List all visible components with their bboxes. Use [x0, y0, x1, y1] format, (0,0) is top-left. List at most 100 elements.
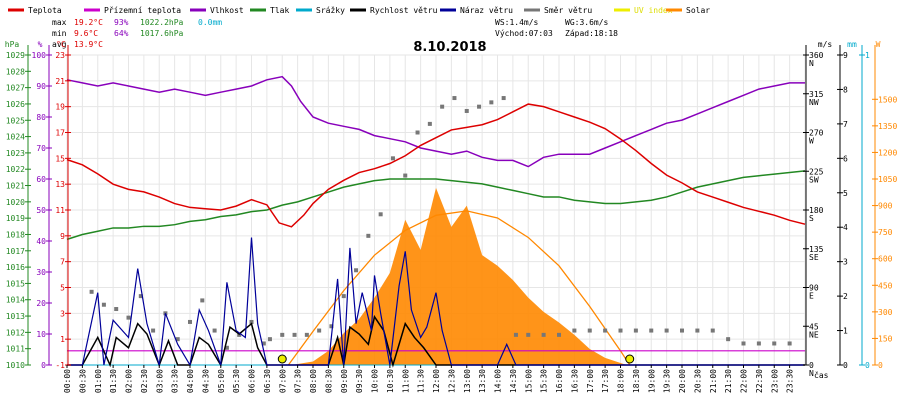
wind-direction-point [126, 315, 131, 320]
wind-direction-point [329, 324, 334, 329]
wind-direction-point [680, 328, 684, 333]
sun-marker [625, 354, 635, 364]
legend-label-prizemni-teplota: Přízemní teplota [104, 6, 181, 15]
pressure-tick-label: 1011 [6, 345, 25, 354]
stat-ws: WS:1.4m/s [495, 18, 539, 27]
temperature-axis-unit: °C [56, 40, 66, 49]
legend-label-uv-index: UV index [634, 6, 673, 15]
solar-tick-label: 1050 [878, 175, 897, 184]
direction-tick-label: 270 [809, 129, 824, 138]
wind-direction-point [649, 328, 654, 333]
solar-tick-label: 300 [878, 308, 893, 317]
temperature-tick-label: 23 [55, 51, 65, 60]
wind-tick-label: 4 [843, 223, 848, 232]
pressure-tick-label: 1020 [6, 198, 25, 207]
wind-tick-label: 5 [843, 189, 848, 198]
stat-max-hum: 93% [114, 18, 129, 27]
solar-tick-label: 450 [878, 281, 893, 290]
x-tick-label: 06:00 [248, 369, 257, 393]
x-tick-label: 09:00 [340, 369, 349, 393]
wind-direction-point [513, 332, 518, 337]
legend-label-tlak: Tlak [270, 6, 289, 15]
temperature-tick-label: 1 [60, 335, 65, 344]
solar-tick-label: 150 [878, 334, 893, 343]
x-tick-label: 01:00 [94, 369, 103, 393]
stats-block: max 19.2°C 93% 1022.2hPa 0.0mm min 9.6°C… [52, 18, 618, 49]
stat-wg: WG:3.6m/s [565, 18, 609, 27]
solar-tick-label: 1350 [878, 122, 897, 131]
wind-direction-point [317, 328, 322, 333]
pressure-tick-label: 1022 [6, 165, 25, 174]
legend: Teplota Přízemní teplota Vlhkost Tlak Srážky… [8, 6, 710, 15]
solar-area [67, 187, 805, 365]
chart-title: 8.10.2018 [413, 40, 486, 55]
stat-avg-label: avg [52, 40, 67, 49]
humidity-tick-label: 0 [41, 361, 46, 370]
stat-min-hum: 64% [114, 29, 129, 38]
stat-max-temp: 19.2°C [74, 18, 103, 27]
pressure-tick-label: 1019 [6, 214, 25, 223]
solar-tick-label: 600 [878, 255, 893, 264]
x-tick-label: 22:30 [755, 369, 764, 393]
pressure-axis-unit: hPa [5, 40, 20, 49]
x-tick-label: 21:30 [724, 369, 733, 393]
temperature-tick-label: 7 [60, 258, 65, 267]
humidity-tick-label: 60 [36, 175, 46, 184]
x-tick-label: 02:00 [125, 369, 134, 393]
solar-tick-label: 1500 [878, 95, 897, 104]
wind-direction-point [726, 337, 731, 342]
solar-tick-label: 750 [878, 228, 893, 237]
humidity-tick-label: 30 [36, 268, 46, 277]
direction-tick-label: 180 [809, 206, 824, 215]
x-tick-label: 04:30 [201, 369, 210, 393]
x-tick-label: 00:30 [78, 369, 87, 393]
wind-direction-point [464, 108, 469, 113]
humidity-axis-unit: % [38, 40, 43, 49]
wind-direction-point [541, 332, 546, 337]
x-tick-label: 04:00 [186, 369, 195, 393]
temperature-tick-label: 5 [60, 284, 65, 293]
humidity-line [66, 75, 805, 168]
wind-direction-point [292, 332, 297, 337]
wind-direction-point [366, 233, 371, 238]
wind-direction-point [212, 328, 217, 333]
wind-direction-point [603, 328, 608, 333]
stat-sunset: Západ:18:18 [565, 29, 618, 38]
pressure-tick-label: 1015 [6, 279, 25, 288]
wind-tick-label: 1 [843, 327, 848, 336]
pressure-line [66, 170, 806, 241]
wind-direction-point [101, 302, 106, 307]
direction-tick-label: 135 [809, 245, 824, 254]
solar-axis-unit: W [876, 40, 881, 49]
direction-compass-label: NE [809, 330, 819, 339]
humidity-tick-label: 40 [36, 237, 46, 246]
humidity-tick-label: 90 [36, 82, 46, 91]
wind-direction-point [224, 345, 229, 350]
pressure-tick-label: 1021 [6, 182, 25, 191]
sun-marker [277, 354, 287, 364]
direction-compass-label: SE [809, 253, 819, 262]
x-tick-label: 17:30 [601, 369, 610, 393]
temperature-tick-label: 11 [55, 206, 65, 215]
pressure-tick-label: 1023 [6, 149, 25, 158]
pressure-tick-label: 1029 [6, 51, 25, 60]
wind-direction-point [427, 121, 432, 126]
wind-direction-point [477, 104, 482, 109]
solar-tick-label: 1200 [878, 148, 897, 157]
wind-direction-point [440, 104, 445, 109]
stat-min-press: 1017.6hPa [140, 29, 184, 38]
wind-direction-point [138, 294, 143, 299]
wind-direction-point [587, 328, 592, 333]
legend-label-srazky: Srážky [316, 6, 345, 15]
x-tick-label: 09:30 [355, 369, 364, 393]
stat-avg-temp: 13.9°C [74, 40, 103, 49]
wind-direction-point [756, 341, 761, 346]
pressure-tick-label: 1010 [6, 361, 25, 370]
wind-direction-point [787, 341, 792, 346]
direction-tick-label: 315 [809, 90, 824, 99]
pressure-tick-label: 1014 [6, 296, 25, 305]
solar-tick-label: 0 [878, 361, 883, 370]
pressure-tick-label: 1013 [6, 312, 25, 321]
direction-compass-label: N [809, 59, 814, 68]
